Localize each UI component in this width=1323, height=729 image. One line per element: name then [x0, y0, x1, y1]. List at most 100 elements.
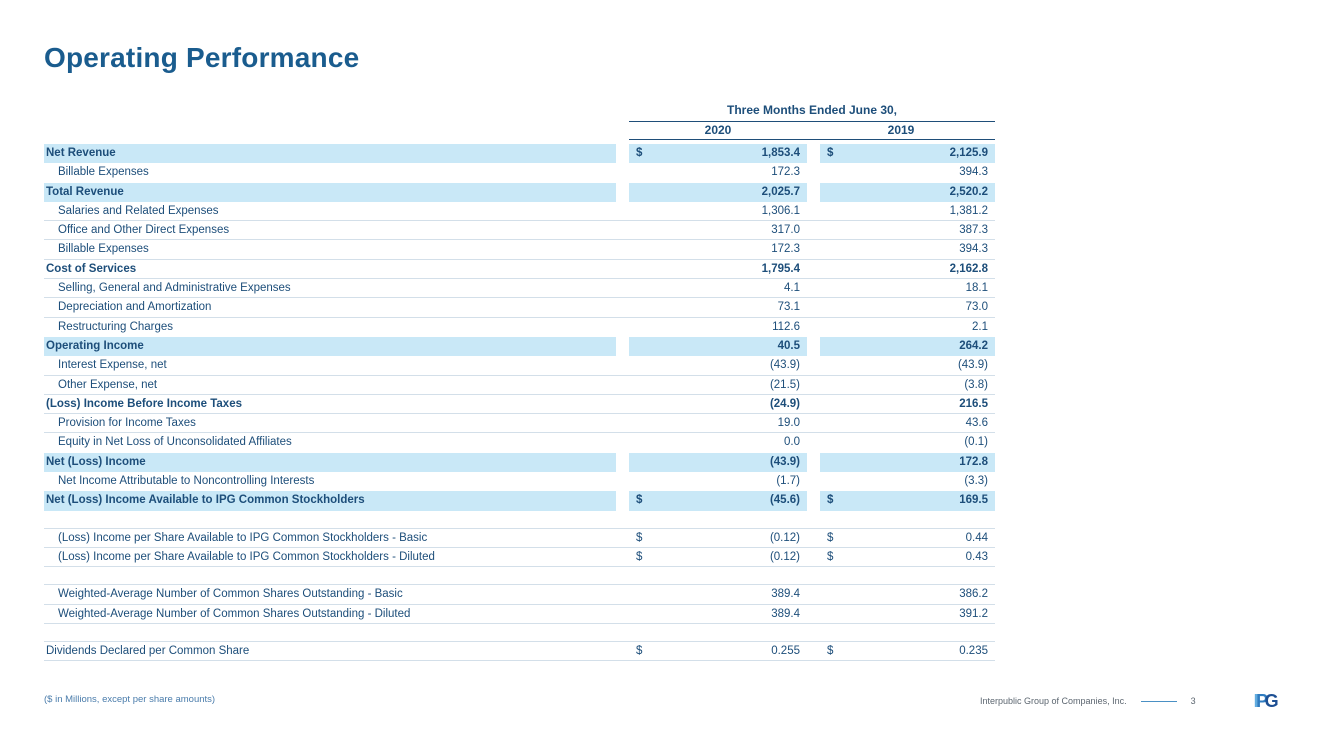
value-2020: 1,853.4	[761, 147, 800, 159]
value-2019: 0.43	[965, 550, 988, 563]
value-2020: 0.255	[771, 644, 800, 657]
value-2019-cell: 1,381.2	[820, 202, 995, 220]
value-2020: 2,025.7	[761, 185, 800, 198]
table-section-dividends: Dividends Declared per Common Share $0.25…	[44, 640, 995, 662]
dollar-sign	[636, 337, 644, 356]
row-label: Restructuring Charges	[58, 320, 174, 333]
dollar-sign: $	[827, 550, 834, 563]
units-footnote: ($ in Millions, except per share amounts…	[44, 694, 216, 705]
value-2020-cell: 389.4	[629, 585, 807, 603]
row-label: Net (Loss) Income Available to IPG Commo…	[44, 491, 616, 511]
value-2019: 43.6	[965, 417, 988, 430]
dollar-sign: $	[636, 550, 643, 563]
value-2019-cell: $0.44	[820, 529, 995, 547]
value-2020: 4.1	[784, 282, 800, 295]
value-2020: 73.1	[777, 301, 800, 314]
value-2019: (43.9)	[957, 359, 988, 372]
dollar-sign	[636, 585, 644, 603]
value-2019-cell: 264.2	[820, 336, 995, 357]
dollar-sign	[827, 337, 835, 356]
value-2019: 386.2	[959, 588, 988, 601]
value-2019: 2,125.9	[949, 147, 988, 159]
row-label: Weighted-Average Number of Common Shares…	[58, 607, 411, 620]
value-2020-cell: (43.9)	[629, 452, 807, 473]
table-row: Selling, General and Administrative Expe…	[44, 279, 995, 299]
value-2019: 2,162.8	[949, 262, 988, 275]
value-2019: 387.3	[959, 224, 988, 237]
value-2019-cell: 2.1	[820, 318, 995, 337]
row-label: Total Revenue	[44, 182, 616, 202]
value-2020-cell: 1,795.4	[629, 260, 807, 278]
table-row: Other Expense, net (21.5) (3.8)	[44, 376, 995, 395]
value-2020: 389.4	[771, 588, 800, 601]
value-2020: (1.7)	[776, 475, 800, 488]
table-row: Salaries and Related Expenses 1,306.1 1,38…	[44, 202, 995, 222]
value-2019: 2,520.2	[949, 185, 988, 198]
value-2020: (0.12)	[769, 550, 800, 563]
value-2019-cell: 2,162.8	[820, 260, 995, 278]
value-2020-cell: (24.9)	[629, 395, 807, 413]
row-label: Salaries and Related Expenses	[58, 204, 219, 217]
dollar-sign	[636, 240, 644, 258]
value-2019: (3.8)	[964, 378, 988, 391]
value-2019-cell: 216.5	[820, 395, 995, 413]
table-section-share-counts: Weighted-Average Number of Common Shares…	[44, 584, 995, 624]
value-2020-cell: 172.3	[629, 240, 807, 258]
dollar-sign	[636, 453, 644, 472]
value-2020-cell: 112.6	[629, 318, 807, 337]
value-2020: 19.0	[777, 417, 800, 430]
value-2019-cell: 391.2	[820, 605, 995, 623]
dollar-sign: $	[636, 494, 643, 507]
value-2019-cell: 73.0	[820, 298, 995, 316]
value-2019-cell: (3.3)	[820, 472, 995, 491]
dollar-sign	[827, 414, 835, 432]
value-2019-cell: $169.5	[820, 491, 995, 511]
page-number: 3	[1190, 696, 1196, 706]
value-2020-cell: $ (45.6)	[629, 491, 807, 511]
row-label: (Loss) Income Before Income Taxes	[46, 397, 242, 410]
value-2019-cell: 386.2	[820, 585, 995, 603]
value-2020-cell: 40.5	[629, 336, 807, 357]
value-2020: (43.9)	[769, 359, 800, 372]
value-2020: 40.5	[777, 339, 800, 352]
value-2020-cell: $1,853.4	[629, 144, 807, 164]
dollar-sign: $	[636, 644, 643, 657]
row-label: Interest Expense, net	[58, 359, 167, 372]
dollar-sign: $	[827, 644, 834, 657]
value-2020: (45.6)	[769, 494, 800, 507]
value-2019-cell: $0.235	[820, 642, 995, 660]
value-2020-cell: 389.4	[629, 605, 807, 623]
value-2020-cell: 172.3	[629, 163, 807, 182]
value-2019: (3.3)	[964, 475, 988, 488]
value-2020: (21.5)	[769, 378, 800, 391]
table-row: Billable Expenses 172.3 394.3	[44, 163, 995, 182]
value-2019: 73.0	[965, 301, 988, 314]
table-row: Billable Expenses 172.3 394.3	[44, 240, 995, 260]
dollar-sign	[827, 240, 835, 258]
ipg-logo: IPG	[1254, 692, 1279, 710]
value-2019-cell: (3.8)	[820, 376, 995, 394]
value-2019-cell: 394.3	[820, 163, 995, 182]
value-2019-cell: (0.1)	[820, 433, 995, 452]
row-label: Weighted-Average Number of Common Shares…	[58, 588, 403, 601]
value-2020-cell: 2,025.7	[629, 182, 807, 202]
value-2020: 172.3	[771, 243, 800, 256]
dollar-sign	[636, 433, 644, 452]
value-2019: 2.1	[972, 320, 988, 333]
row-label: Net Income Attributable to Noncontrollin…	[58, 475, 315, 488]
value-2020-cell: (43.9)	[629, 356, 807, 374]
table-row: Depreciation and Amortization 73.1 73.0	[44, 298, 995, 318]
value-2019: 172.8	[959, 455, 988, 468]
table-section-income-statement: Net Revenue $1,853.4 $2,125.9 Billable Expe…	[44, 144, 995, 511]
table-row: Net (Loss) Income Available to IPG Commo…	[44, 491, 995, 511]
table-row: Cost of Services 1,795.4 2,162.8	[44, 260, 995, 280]
row-label: Billable Expenses	[58, 243, 149, 256]
dollar-sign	[827, 221, 835, 239]
value-2020: 1,306.1	[761, 204, 800, 217]
company-name: Interpublic Group of Companies, Inc.	[980, 696, 1127, 706]
period-header: Three Months Ended June 30,	[629, 103, 995, 122]
dollar-sign	[827, 183, 835, 202]
value-2020-cell: 4.1	[629, 279, 807, 297]
value-2019-cell: 43.6	[820, 414, 995, 432]
dollar-sign	[636, 356, 644, 374]
